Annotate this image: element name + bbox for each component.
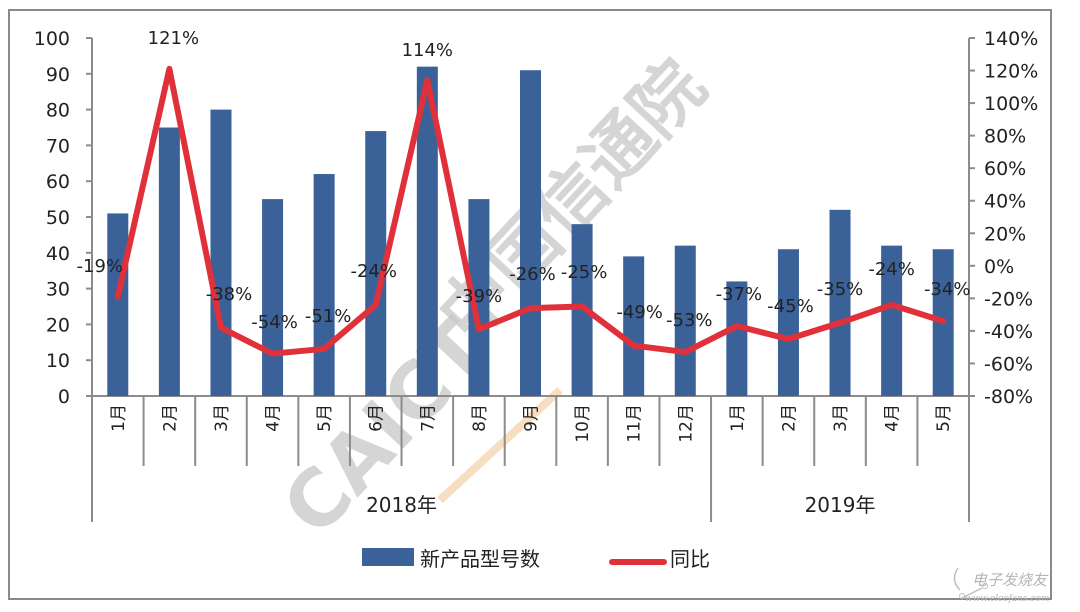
bar bbox=[726, 281, 748, 396]
x-category-label: 2月 bbox=[160, 404, 180, 432]
right-tick-label: 0% bbox=[984, 256, 1014, 278]
yoy-data-label: -38% bbox=[206, 284, 253, 305]
x-category-label: 7月 bbox=[418, 404, 438, 432]
yoy-data-label: 121% bbox=[148, 28, 199, 49]
yoy-data-label: -34% bbox=[924, 279, 971, 300]
x-category-label: 3月 bbox=[212, 404, 232, 432]
right-tick-label: 20% bbox=[984, 223, 1026, 245]
bar bbox=[829, 209, 851, 396]
bar bbox=[777, 249, 799, 396]
bar bbox=[158, 127, 180, 396]
x-category-label: 4月 bbox=[264, 404, 284, 432]
yoy-data-label: -37% bbox=[716, 284, 763, 305]
left-tick-label: 10 bbox=[46, 350, 70, 372]
x-category-label: 9月 bbox=[522, 404, 542, 432]
x-category-label: 6月 bbox=[367, 404, 387, 432]
right-tick-label: -40% bbox=[984, 321, 1033, 343]
yoy-data-label: -45% bbox=[767, 296, 814, 317]
x-category-label: 10月 bbox=[573, 404, 593, 443]
yoy-data-label: -39% bbox=[456, 286, 503, 307]
x-category-label: 5月 bbox=[934, 404, 954, 432]
x-category-label: 8月 bbox=[470, 404, 490, 432]
line-series bbox=[114, 65, 947, 357]
bar bbox=[881, 245, 903, 396]
bar bbox=[674, 245, 696, 396]
x-category-label: 2月 bbox=[779, 404, 799, 432]
right-tick-label: -80% bbox=[984, 386, 1033, 408]
right-tick-label: 40% bbox=[984, 191, 1026, 213]
bar bbox=[107, 213, 129, 396]
left-tick-label: 20 bbox=[46, 314, 70, 336]
left-tick-label: 80 bbox=[46, 100, 70, 122]
legend: 新产品型号数 同比 bbox=[362, 547, 710, 571]
yoy-data-label: 114% bbox=[402, 40, 453, 61]
bar bbox=[468, 199, 490, 396]
bar bbox=[365, 131, 387, 396]
yoy-data-label: -24% bbox=[350, 261, 397, 282]
axes: 0 10 20 30 40 50 60 70 80 90 100 -80% -60% -40% -20% 0%… bbox=[34, 28, 1038, 522]
yoy-line bbox=[114, 65, 947, 357]
x-category-label: 11月 bbox=[625, 404, 645, 443]
left-tick-label: 50 bbox=[46, 207, 70, 229]
x-category-label: 1月 bbox=[109, 404, 129, 432]
bar bbox=[416, 66, 438, 396]
x-category-label: 4月 bbox=[883, 404, 903, 432]
legend-bar-label: 新产品型号数 bbox=[420, 547, 540, 571]
right-tick-label: 120% bbox=[984, 61, 1038, 83]
right-tick-label: 80% bbox=[984, 126, 1026, 148]
x-category-label: 5月 bbox=[315, 404, 335, 432]
right-tick-label: 60% bbox=[984, 158, 1026, 180]
x-category-label: 3月 bbox=[831, 404, 851, 432]
yoy-data-label: -24% bbox=[868, 259, 915, 280]
left-tick-label: 30 bbox=[46, 279, 70, 301]
bar bbox=[262, 199, 284, 396]
bar bbox=[210, 109, 232, 396]
x-group-label: 2018年 bbox=[366, 493, 437, 517]
data-labels: -19% 121% -38% -54% -51% -24% 114% -39% -26% -25%… bbox=[77, 28, 971, 333]
left-tick-label: 60 bbox=[46, 171, 70, 193]
legend-line-label: 同比 bbox=[670, 547, 710, 571]
x-group-label: 2019年 bbox=[805, 493, 876, 517]
elecfans-watermark: 电子发烧友 www.elecfans.com bbox=[953, 567, 1049, 604]
circuit-dot-icon bbox=[959, 593, 965, 599]
left-tick-label: 0 bbox=[58, 386, 70, 408]
right-tick-label: 140% bbox=[984, 28, 1038, 50]
yoy-data-label: -19% bbox=[77, 256, 124, 277]
legend-bar-swatch bbox=[362, 548, 414, 566]
x-category-label: 12月 bbox=[676, 404, 696, 443]
x-category-label: 1月 bbox=[728, 404, 748, 432]
right-tick-label: 100% bbox=[984, 93, 1038, 115]
left-tick-label: 70 bbox=[46, 135, 70, 157]
circuit-dot-icon bbox=[982, 583, 988, 589]
bar-series bbox=[107, 66, 954, 396]
bar bbox=[623, 256, 645, 396]
right-tick-label: -20% bbox=[984, 288, 1033, 310]
elecfans-name: 电子发烧友 bbox=[972, 571, 1049, 589]
yoy-data-label: -54% bbox=[251, 312, 298, 333]
left-tick-label: 40 bbox=[46, 243, 70, 265]
yoy-data-label: -25% bbox=[561, 262, 608, 283]
bar bbox=[313, 174, 335, 396]
yoy-data-label: -53% bbox=[666, 310, 713, 331]
elecfans-url: www.elecfans.com bbox=[965, 594, 1049, 604]
bar bbox=[520, 70, 541, 396]
elecfans-logo-icon bbox=[953, 567, 983, 599]
left-tick-label: 100 bbox=[34, 28, 70, 50]
yoy-data-label: -35% bbox=[817, 279, 864, 300]
right-tick-label: -60% bbox=[984, 353, 1033, 375]
yoy-data-label: -51% bbox=[305, 306, 352, 327]
yoy-data-label: -49% bbox=[616, 302, 663, 323]
caict-logo-stripe bbox=[437, 387, 563, 503]
left-tick-label: 90 bbox=[46, 64, 70, 86]
yoy-data-label: -26% bbox=[509, 264, 556, 285]
